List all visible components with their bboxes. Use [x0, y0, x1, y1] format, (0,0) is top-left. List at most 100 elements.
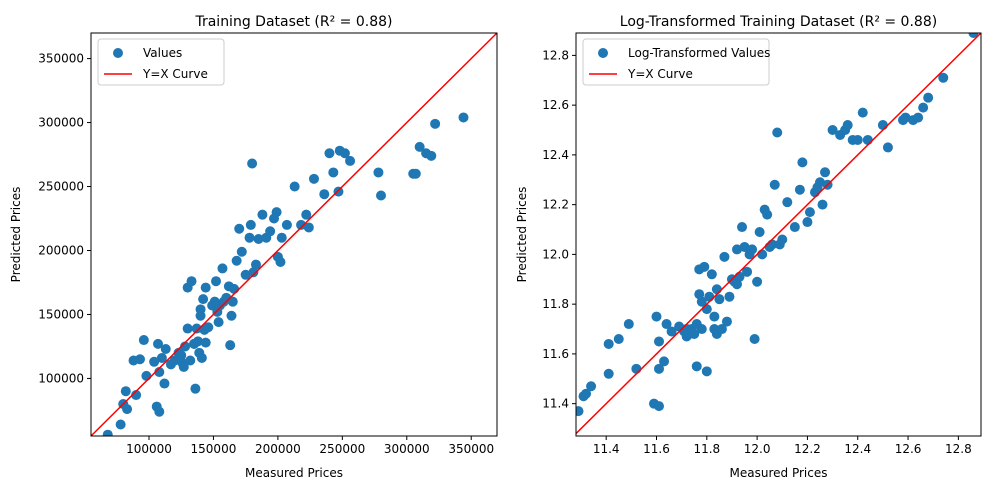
- data-point: [603, 338, 614, 349]
- data-point: [289, 181, 300, 192]
- data-point: [794, 184, 805, 195]
- data-point: [877, 120, 888, 131]
- data-point: [586, 381, 597, 392]
- data-point: [772, 127, 783, 138]
- data-point: [185, 355, 196, 366]
- data-point: [739, 241, 750, 252]
- data-point: [777, 234, 788, 245]
- data-point: [250, 259, 261, 270]
- data-point: [721, 316, 732, 327]
- data-point: [186, 276, 197, 287]
- data-point: [234, 223, 245, 234]
- data-point: [192, 336, 203, 347]
- data-point: [195, 304, 206, 315]
- data-point: [339, 148, 350, 159]
- data-point: [938, 72, 949, 83]
- data-point: [820, 167, 831, 178]
- x-tick-label: 300000: [384, 442, 430, 456]
- y-tick-label: 12.6: [542, 98, 569, 112]
- y-equals-x-line: [576, 33, 981, 435]
- data-point: [923, 92, 934, 103]
- data-point: [301, 209, 312, 220]
- data-point: [719, 251, 730, 262]
- data-point: [651, 311, 662, 322]
- data-point: [247, 158, 258, 169]
- data-point: [115, 419, 126, 430]
- y-tick-label: 150000: [38, 307, 84, 321]
- data-point: [345, 155, 356, 166]
- data-point: [661, 319, 672, 330]
- data-point: [699, 261, 710, 272]
- data-point: [747, 244, 758, 255]
- data-point: [178, 361, 189, 372]
- data-point: [827, 125, 838, 136]
- data-point: [245, 219, 256, 230]
- data-point: [141, 370, 152, 381]
- data-point: [225, 340, 236, 351]
- data-point: [229, 283, 240, 294]
- data-point: [709, 311, 720, 322]
- data-point: [226, 310, 237, 321]
- chart-2: Log-Transformed Training Dataset (R² = 0…: [515, 14, 982, 480]
- legend-entry: Log-Transformed Values: [628, 46, 770, 60]
- plot-frame: [575, 32, 982, 437]
- y-tick-label: 12.8: [542, 48, 569, 62]
- x-tick-label: 12.0: [744, 442, 771, 456]
- data-point: [731, 244, 742, 255]
- data-point: [138, 335, 149, 346]
- y-axis-label: Predicted Prices: [9, 187, 23, 283]
- legend-box: [582, 38, 770, 86]
- data-point: [248, 267, 259, 278]
- data-point: [191, 323, 202, 334]
- data-point: [659, 356, 670, 367]
- scatter-points: [102, 112, 469, 436]
- data-point: [153, 338, 164, 349]
- data-point: [176, 350, 187, 361]
- data-point: [613, 333, 624, 344]
- data-point: [253, 233, 264, 244]
- data-point: [319, 189, 330, 200]
- data-point: [244, 232, 255, 243]
- legend-marker-points: [598, 48, 608, 58]
- x-tick-label: 11.8: [693, 442, 720, 456]
- x-tick-label: 11.6: [643, 442, 670, 456]
- data-point: [217, 263, 228, 274]
- data-point: [154, 367, 165, 378]
- data-point: [654, 336, 665, 347]
- y-tick-label: 12.0: [542, 247, 569, 261]
- data-point: [913, 112, 924, 123]
- data-point: [802, 217, 813, 228]
- legend-entry: Y=X Curve: [627, 67, 693, 81]
- data-point: [149, 356, 160, 367]
- data-point: [333, 186, 344, 197]
- chart-title: Training Dataset (R² = 0.88): [194, 14, 392, 30]
- data-point: [689, 329, 700, 340]
- data-point: [857, 107, 868, 118]
- data-point: [654, 401, 665, 412]
- data-point: [691, 361, 702, 372]
- data-point: [757, 249, 768, 260]
- data-point: [918, 102, 929, 113]
- data-point: [231, 255, 242, 266]
- data-point: [410, 168, 421, 179]
- data-point: [631, 363, 642, 374]
- x-tick-label: 12.2: [794, 442, 821, 456]
- data-point: [752, 276, 763, 287]
- legend: Values Y=X Curve: [97, 38, 225, 86]
- data-point: [203, 322, 214, 333]
- data-point: [211, 276, 222, 287]
- data-point: [275, 257, 286, 268]
- legend: Log-Transformed Values Y=X Curve: [582, 38, 770, 86]
- data-point: [581, 388, 592, 399]
- data-point: [804, 207, 815, 218]
- data-point: [706, 269, 717, 280]
- data-point: [120, 386, 131, 397]
- data-point: [154, 406, 165, 417]
- x-tick-label: 200000: [255, 442, 301, 456]
- chart-title: Log-Transformed Training Dataset (R² = 0…: [620, 14, 937, 30]
- data-point: [749, 333, 760, 344]
- data-point: [426, 150, 437, 161]
- data-point: [414, 141, 425, 152]
- data-point: [696, 324, 707, 335]
